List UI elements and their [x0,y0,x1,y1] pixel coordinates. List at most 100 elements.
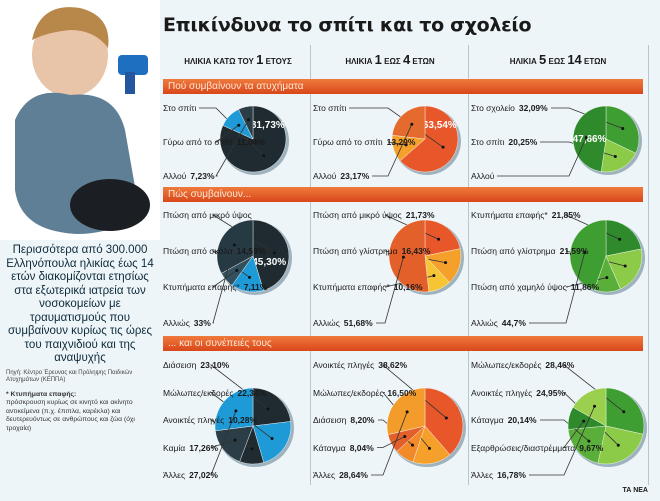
slice-label: Αλλού 7,23% [163,171,215,181]
slice-label: Γύρω από το σπίτι 13,29% [313,137,415,147]
pie-chart [371,364,466,476]
slice-name: Αλλού [163,171,187,181]
column-divider [310,45,311,485]
slice-label: Ανοικτές πληγές 38,62% [313,360,407,370]
pie-slice [597,425,644,465]
slice-name: Μώλωπες/εκδορές [163,387,234,398]
leader-dot [250,447,254,451]
column-header-5-14: ΗΛΙΚΙΑ 5 ΕΩΣ 14 ΕΤΩΝ [509,52,607,67]
leader-dot [444,261,448,265]
slice-value: 14,59% [236,246,266,256]
slice-name: Ανοικτές πληγές [163,415,225,425]
slice-name: Στο σπίτι [163,103,197,113]
leader-line [211,214,275,254]
pie-chart: 81,73% [199,105,289,177]
slice-value: 16,50% [387,387,417,398]
leader-dot [262,154,266,158]
leader-dot [411,443,415,447]
slice-value: 8,20% [350,415,375,425]
slice-label: Ανοικτές πληγές 10,28% [163,415,257,425]
slice-value-label: 63,54% [423,120,457,131]
leader-dot [622,410,626,414]
leader-dot [234,409,238,413]
slice-label: Στο σχολείο 32,09% [471,103,548,113]
slice-value-label: 47,66% [573,134,607,145]
pie-slice [252,219,290,291]
pie-chart: 47,66% [497,105,642,177]
page-title: Επικίνδυνα το σπίτι και το σχολείο [163,14,532,36]
pie-slice [424,387,464,455]
pie-chart-panel: Πτώση από μικρό ύψος 21,73% Πτώση από γλίσ… [313,204,466,332]
slice-label: Μώλωπες/εκδορές 28,46% [471,360,574,370]
slice-label: Κτυπήματα επαφής* 10,16% [313,282,423,292]
publication-credit: ΤΑ ΝΕΑ [622,487,648,494]
slice-name: Εξαρθρώσεις/διαστρέμματα [471,442,576,453]
leader-dot [618,237,622,241]
slice-name: Άλλες [313,470,336,480]
pie-chart: 63,54% [349,105,461,177]
slice-value: 21,73% [405,210,435,220]
column-header-1-4: ΗΛΙΚΙΑ 1 ΕΩΣ 4 ΕΤΩΝ [345,52,435,67]
pie-chart-panel: 63,54% Στο σπίτι Γύρω από το σπίτι 13,29% Αλ… [313,97,466,185]
slice-name: Διάσειση [313,415,347,425]
pie-slice [391,105,426,140]
leader-dot [583,250,587,254]
leader-dot [623,264,627,268]
leader-line [371,411,408,476]
pie-slice [399,105,459,173]
pie-slice [605,248,643,290]
slice-value: 27,02% [189,470,218,480]
slice-value: 21,59% [559,246,589,256]
pie-slice [605,219,642,257]
pie-chart [209,364,294,476]
slice-name: Πτώση από χαμηλό ύψος [471,282,567,292]
section-bar-how: Πώς συμβαίνουν... [163,187,643,202]
pie-chart: 45,30% [211,214,292,324]
slice-value: 9,67% [579,442,604,453]
leader-line [563,420,585,448]
pie-chart-panel: Ανοικτές πληγές 38,62% Μώλωπες/εκδορές 16,5… [313,354,466,484]
leader-dot [616,443,620,447]
slice-label: Κάταγμα 20,14% [471,415,537,425]
slice-name: Καμία [163,442,186,453]
section-bar-where: Πού συμβαίνουν τα ατυχήματα [163,79,643,94]
leader-line [211,270,238,288]
slice-name: Πτώση από γλίστρημα [471,246,556,256]
slice-label: Στο σπίτι 20,25% [471,137,537,147]
slice-name: Αλλού [471,171,495,181]
slice-value: 24,95% [536,387,566,398]
leader-dot [404,143,408,147]
slice-label: Μώλωπες/εκδορές 22,34% [163,388,266,398]
leader-dot [247,118,251,122]
slice-name: Πτώση από μικρό ύψος [313,210,402,220]
leader-dot [410,122,414,126]
leader-dot [605,276,609,280]
slice-value: 20,25% [508,137,538,147]
footnote-text: πρόσκρουση κυρίως σε κινητό και ακίνητο … [6,399,135,432]
slice-name: Πτώση από σκάλα [163,246,233,256]
slice-label: Στο σπίτι [163,103,196,113]
slice-label: Διάσειση 8,20% [313,415,375,425]
slice-label: Στο σπίτι [313,103,346,113]
slice-value: 28,64% [339,470,368,480]
pie-slice [600,138,637,173]
pie-slice [238,105,254,140]
leader-dot [237,123,241,127]
slice-label: Διάσειση 23,10% [163,360,229,370]
slice-label: Ανοικτές πληγές 24,95% [471,388,565,398]
pie-chart-panel: Διάσειση 23,10% Μώλωπες/εκδορές 22,34% Ανοικ… [163,354,308,484]
slice-name: Κάταγμα [313,442,346,453]
slice-value: 17,26% [189,442,219,453]
leader-line [387,141,407,146]
pie-chart-panel: Κτυπήματα επαφής* 21,85% Πτώση από γλίστρη… [471,204,646,332]
slice-name: Στο σπίτι [313,103,347,113]
leader-dot [401,255,405,259]
slice-label: Εξαρθρώσεις/διαστρέμματα 9,67% [471,443,603,453]
slice-label: Πτώση από μικρό ύψος [163,210,252,220]
leader-dot [584,136,588,140]
slice-label: Αλλιώς 33% [163,318,211,328]
slice-name: Πτώση από γλίστρημα [313,246,398,256]
slice-label: Πτώση από μικρό ύψος 21,73% [313,210,435,220]
slice-name: Μώλωπες/εκδορές [471,360,542,370]
leader-line [376,257,404,324]
